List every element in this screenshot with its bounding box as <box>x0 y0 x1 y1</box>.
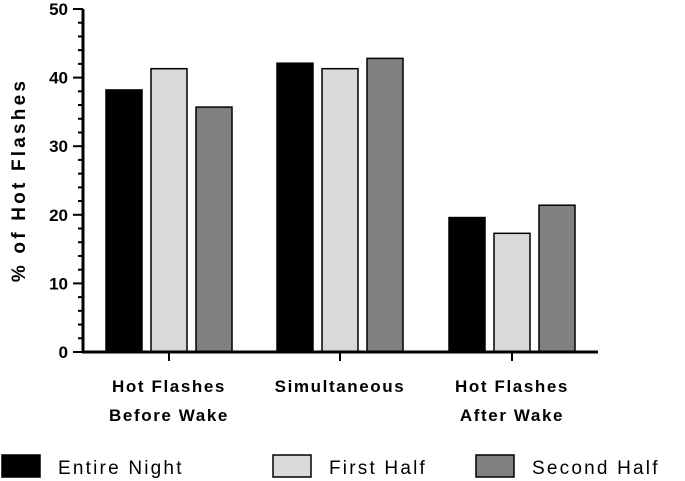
y-tick-label: 40 <box>49 69 68 88</box>
y-axis-title: % of Hot Flashes <box>9 78 30 282</box>
x-category-label: Hot Flashes <box>112 377 226 396</box>
legend-label-first-half: First Half <box>329 458 427 479</box>
bars-group <box>105 57 576 353</box>
y-tick-label: 30 <box>49 137 68 156</box>
y-axis-title-group: % of Hot Flashes <box>9 78 30 282</box>
x-category-label: Before Wake <box>109 406 229 425</box>
legend-swatch-first-half <box>272 454 312 478</box>
x-category-label: After Wake <box>460 406 564 425</box>
x-category-label: Simultaneous <box>275 377 406 396</box>
y-ticks-group: 0 10 20 30 40 50 <box>49 0 83 362</box>
bar-second-half-1 <box>366 57 404 353</box>
bar-first-half-1 <box>321 67 359 353</box>
legend-label-second-half: Second Half <box>532 458 660 479</box>
bar-entire-night-1 <box>276 62 314 353</box>
y-tick-label: 50 <box>49 0 68 19</box>
legend-label-entire-night: Entire Night <box>58 458 184 479</box>
x-category-label: Hot Flashes <box>455 377 569 396</box>
y-tick-label: 20 <box>49 206 68 225</box>
legend-swatch-entire-night <box>1 454 41 478</box>
legend: Entire Night First Half Second Half <box>1 454 660 479</box>
y-tick-label: 10 <box>49 274 68 293</box>
bar-second-half-0 <box>195 106 233 353</box>
bar-first-half-0 <box>150 67 188 353</box>
bar-entire-night-2 <box>448 216 486 353</box>
y-tick-label: 0 <box>59 343 68 362</box>
bar-first-half-2 <box>493 232 531 353</box>
bar-second-half-2 <box>538 204 576 353</box>
x-categories-group: Hot Flashes Before Wake Simultaneous Hot Fl… <box>109 352 569 425</box>
legend-swatch-second-half <box>475 454 515 478</box>
bar-entire-night-0 <box>105 89 143 353</box>
